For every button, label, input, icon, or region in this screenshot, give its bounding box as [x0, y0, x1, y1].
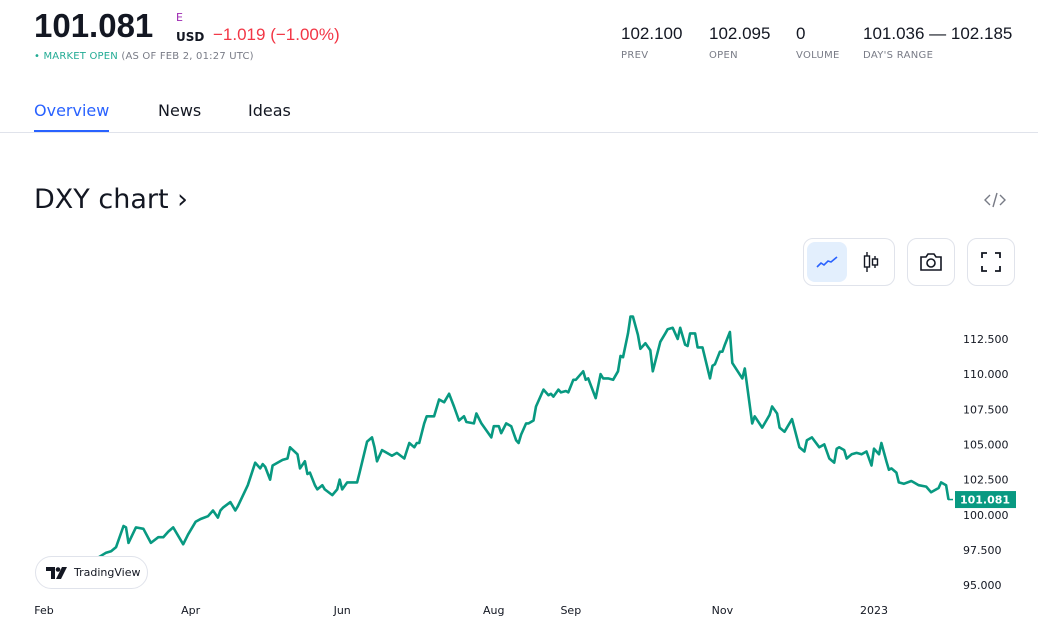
exchange-flag: E: [176, 11, 183, 24]
x-tick-label: Sep: [560, 604, 581, 617]
embed-code-icon[interactable]: [984, 191, 1006, 213]
price-change: −1.019 (−1.00%): [213, 25, 340, 44]
y-tick-label: 97.500: [963, 544, 1002, 557]
stat-value: 102.095: [709, 24, 771, 43]
stat-label: DAY'S RANGE: [863, 50, 934, 61]
y-tick-label: 100.000: [963, 509, 1009, 522]
snapshot-button[interactable]: [907, 238, 955, 286]
line-chart-button[interactable]: [807, 242, 847, 282]
fullscreen-button[interactable]: [967, 238, 1015, 286]
fullscreen-toggle[interactable]: [971, 242, 1011, 282]
candlestick-button[interactable]: [851, 242, 891, 282]
stat-prev: 102.100 PREV: [621, 24, 682, 61]
y-tick-label: 105.000: [963, 438, 1009, 451]
fullscreen-icon: [981, 252, 1001, 272]
x-tick-label: Feb: [34, 604, 53, 617]
price-line: [43, 315, 950, 573]
status-dot-icon: •: [34, 51, 44, 62]
x-tick-label: 2023: [860, 604, 888, 617]
stat-label: VOLUME: [796, 50, 840, 61]
y-tick-label: 110.000: [963, 368, 1009, 381]
camera-button[interactable]: [911, 242, 951, 282]
stat-value: 101.036 — 102.185: [863, 24, 1013, 43]
tradingview-badge[interactable]: TradingView: [35, 556, 148, 589]
candlestick-icon: [863, 252, 879, 272]
last-price: 101.081: [34, 7, 154, 44]
stat-volume: 0 VOLUME: [796, 24, 840, 61]
y-tick-label: 102.500: [963, 474, 1009, 487]
camera-icon: [920, 253, 942, 271]
last-price-tag-bg: [955, 491, 1016, 509]
tab-news[interactable]: News: [158, 101, 202, 120]
x-tick-label: Apr: [181, 604, 201, 617]
tradingview-badge-label: TradingView: [74, 566, 141, 579]
y-tick-label: 107.500: [963, 403, 1009, 416]
currency: USD: [176, 30, 205, 44]
tab-ideas[interactable]: Ideas: [248, 101, 291, 120]
x-tick-label: Jun: [333, 604, 351, 617]
tab-overview[interactable]: Overview: [34, 101, 110, 132]
y-tick-label: 95.000: [963, 579, 1002, 592]
x-tick-label: Aug: [483, 604, 504, 617]
tabs-divider: [0, 132, 1038, 133]
last-price-tag: 101.081: [948, 491, 1016, 509]
stat-value: 102.100: [621, 24, 683, 43]
market-status: • MARKET OPEN (AS OF FEB 2, 01:27 UTC): [34, 51, 254, 62]
stat-label: PREV: [621, 50, 649, 61]
chart-style-toggle: [803, 238, 895, 286]
stat-value: 0: [796, 24, 806, 43]
market-status-text: MARKET OPEN: [43, 51, 118, 62]
stat-days-range: 101.036 — 102.185 DAY'S RANGE: [863, 24, 1012, 61]
line-chart-icon: [816, 256, 838, 268]
stat-label: OPEN: [709, 50, 738, 61]
tradingview-logo-icon: [46, 566, 67, 579]
x-tick-label: Nov: [712, 604, 734, 617]
stat-open: 102.095 OPEN: [709, 24, 770, 61]
as-of-time: (AS OF FEB 2, 01:27 UTC): [121, 51, 254, 62]
last-price-tag-text: 101.081: [960, 494, 1010, 507]
chart-title-link[interactable]: DXY chart ›: [34, 184, 188, 215]
y-tick-label: 112.500: [963, 333, 1009, 346]
